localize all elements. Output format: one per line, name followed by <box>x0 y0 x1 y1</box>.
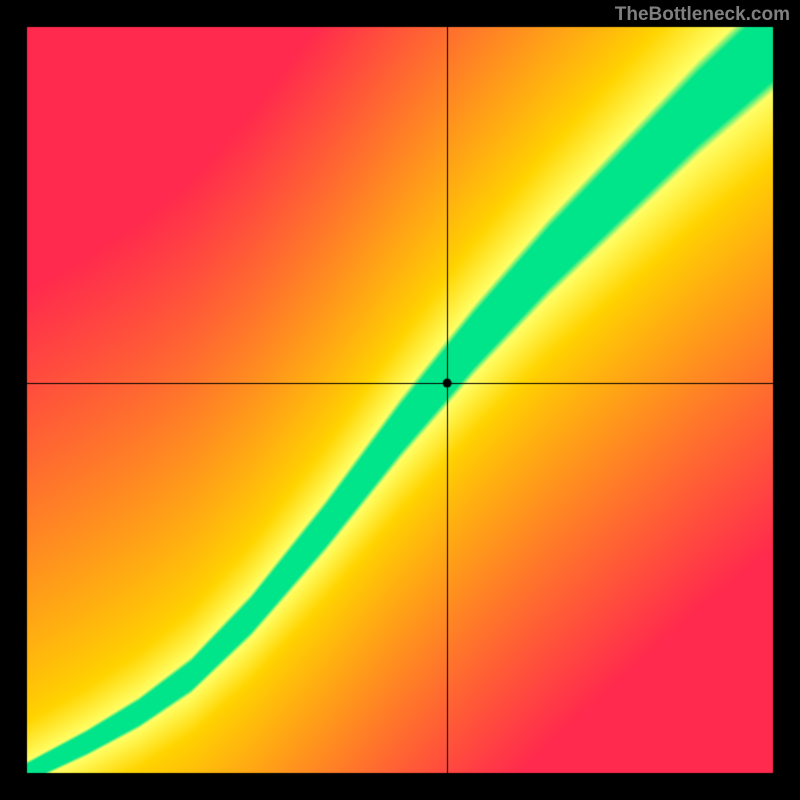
chart-container: TheBottleneck.com <box>0 0 800 800</box>
attribution-text: TheBottleneck.com <box>615 4 790 26</box>
heatmap-canvas <box>0 0 800 800</box>
